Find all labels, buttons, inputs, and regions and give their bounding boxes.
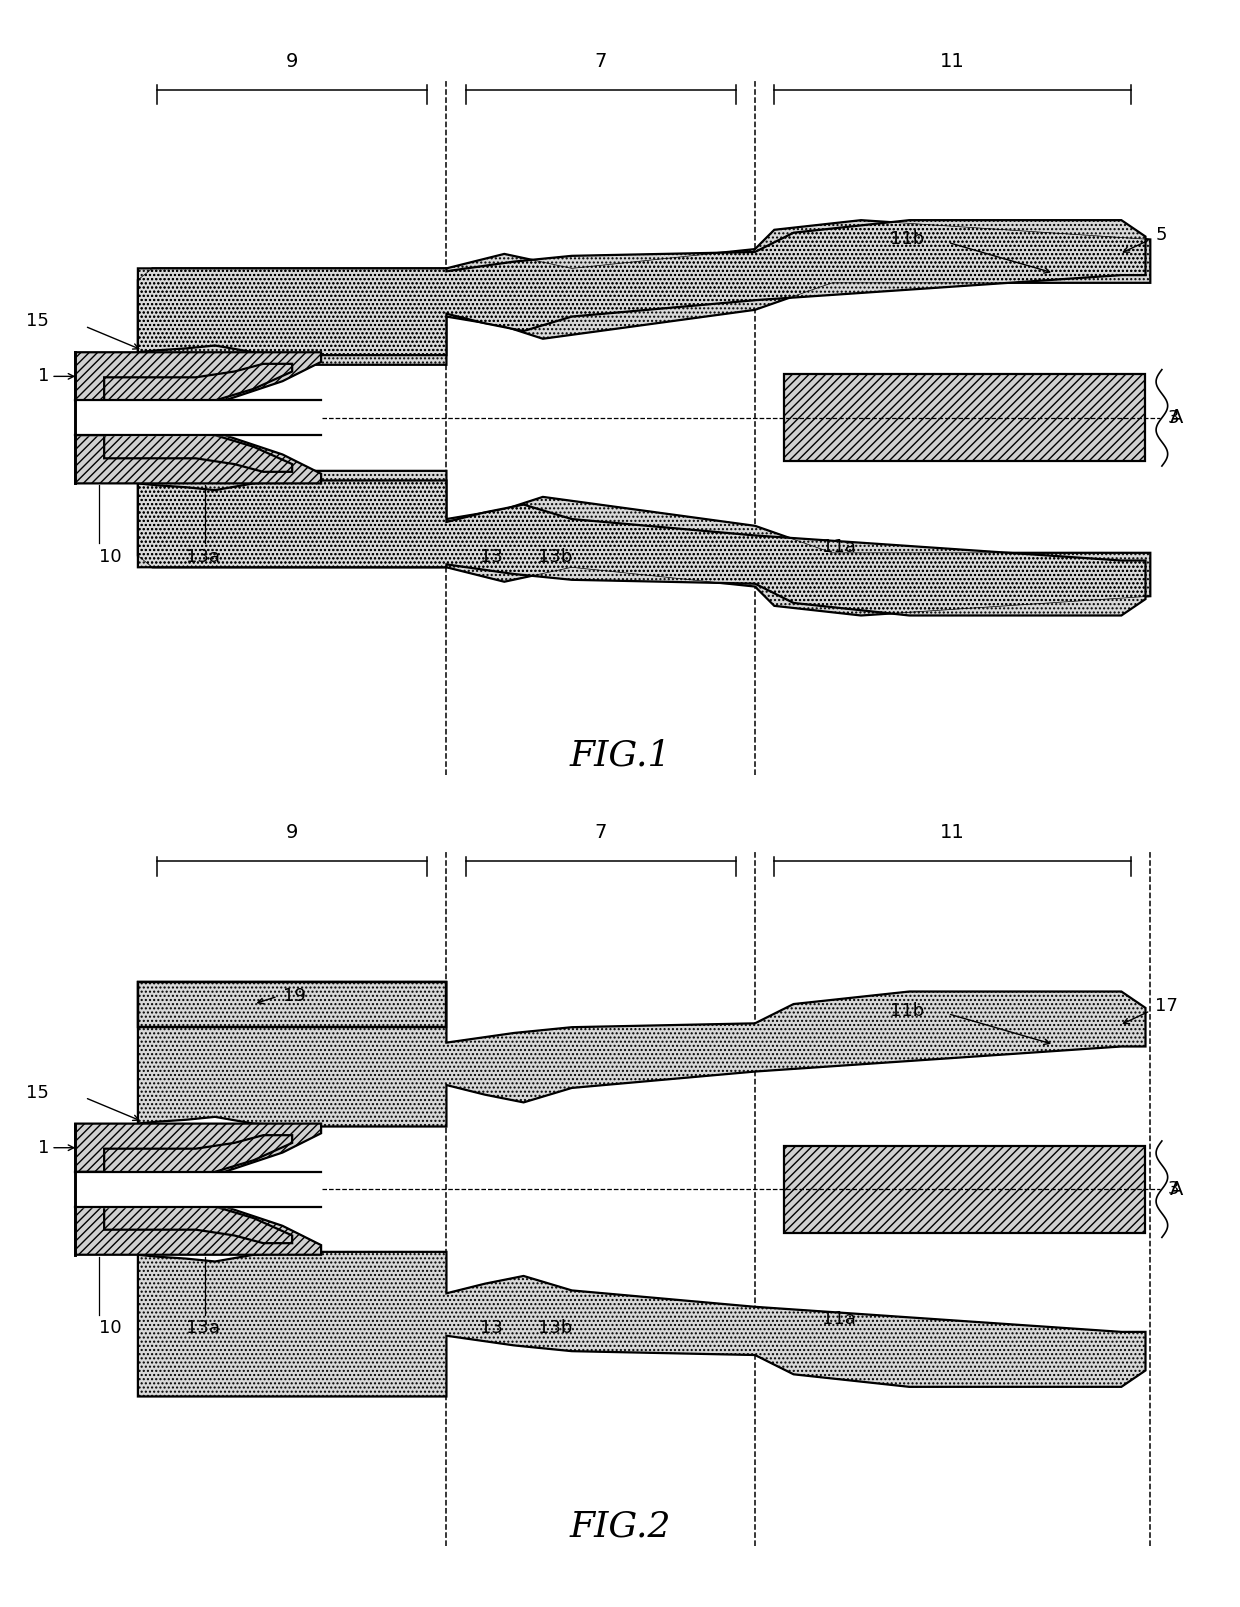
Polygon shape xyxy=(76,1207,321,1255)
Text: 3: 3 xyxy=(1168,1180,1179,1199)
Polygon shape xyxy=(76,1123,321,1172)
Text: 13: 13 xyxy=(480,1319,503,1337)
Text: 1: 1 xyxy=(37,368,50,386)
Text: 11: 11 xyxy=(940,823,965,842)
Polygon shape xyxy=(138,1252,1146,1396)
Polygon shape xyxy=(784,374,1146,461)
Text: 17: 17 xyxy=(1156,996,1178,1016)
Text: 1: 1 xyxy=(37,1139,50,1157)
Text: 15: 15 xyxy=(26,1083,50,1102)
Text: 19: 19 xyxy=(283,987,305,1006)
Text: 9: 9 xyxy=(286,51,299,71)
Polygon shape xyxy=(104,1135,293,1175)
Text: FIG.1: FIG.1 xyxy=(569,738,671,773)
Text: 5: 5 xyxy=(1156,225,1167,244)
Polygon shape xyxy=(76,435,321,484)
Text: 11: 11 xyxy=(940,51,965,71)
Polygon shape xyxy=(104,432,293,472)
Text: 13a: 13a xyxy=(186,548,221,566)
Polygon shape xyxy=(138,220,1151,365)
Polygon shape xyxy=(138,982,446,1027)
Text: 7: 7 xyxy=(594,51,606,71)
Text: A: A xyxy=(1169,1180,1183,1199)
Polygon shape xyxy=(76,352,321,400)
Polygon shape xyxy=(784,1146,1146,1233)
Text: 11a: 11a xyxy=(822,1310,857,1327)
Text: 11b: 11b xyxy=(890,230,924,249)
Text: 10: 10 xyxy=(99,548,122,566)
Text: 13a: 13a xyxy=(186,1319,221,1337)
Text: 10: 10 xyxy=(99,1319,122,1337)
Text: 11b: 11b xyxy=(890,1001,924,1020)
Polygon shape xyxy=(104,363,293,403)
Polygon shape xyxy=(104,1204,293,1244)
Text: 3: 3 xyxy=(1168,408,1179,427)
Text: 11a: 11a xyxy=(822,538,857,556)
Text: 7: 7 xyxy=(594,823,606,842)
Text: 13b: 13b xyxy=(538,1319,573,1337)
Text: 15: 15 xyxy=(26,312,50,331)
Polygon shape xyxy=(138,982,1146,1127)
Text: 13: 13 xyxy=(480,548,503,566)
Polygon shape xyxy=(138,471,1151,615)
Polygon shape xyxy=(138,220,1146,355)
Text: FIG.2: FIG.2 xyxy=(569,1509,671,1544)
Text: A: A xyxy=(1169,408,1183,427)
Polygon shape xyxy=(138,480,1146,615)
Text: 13b: 13b xyxy=(538,548,573,566)
Text: 9: 9 xyxy=(286,823,299,842)
